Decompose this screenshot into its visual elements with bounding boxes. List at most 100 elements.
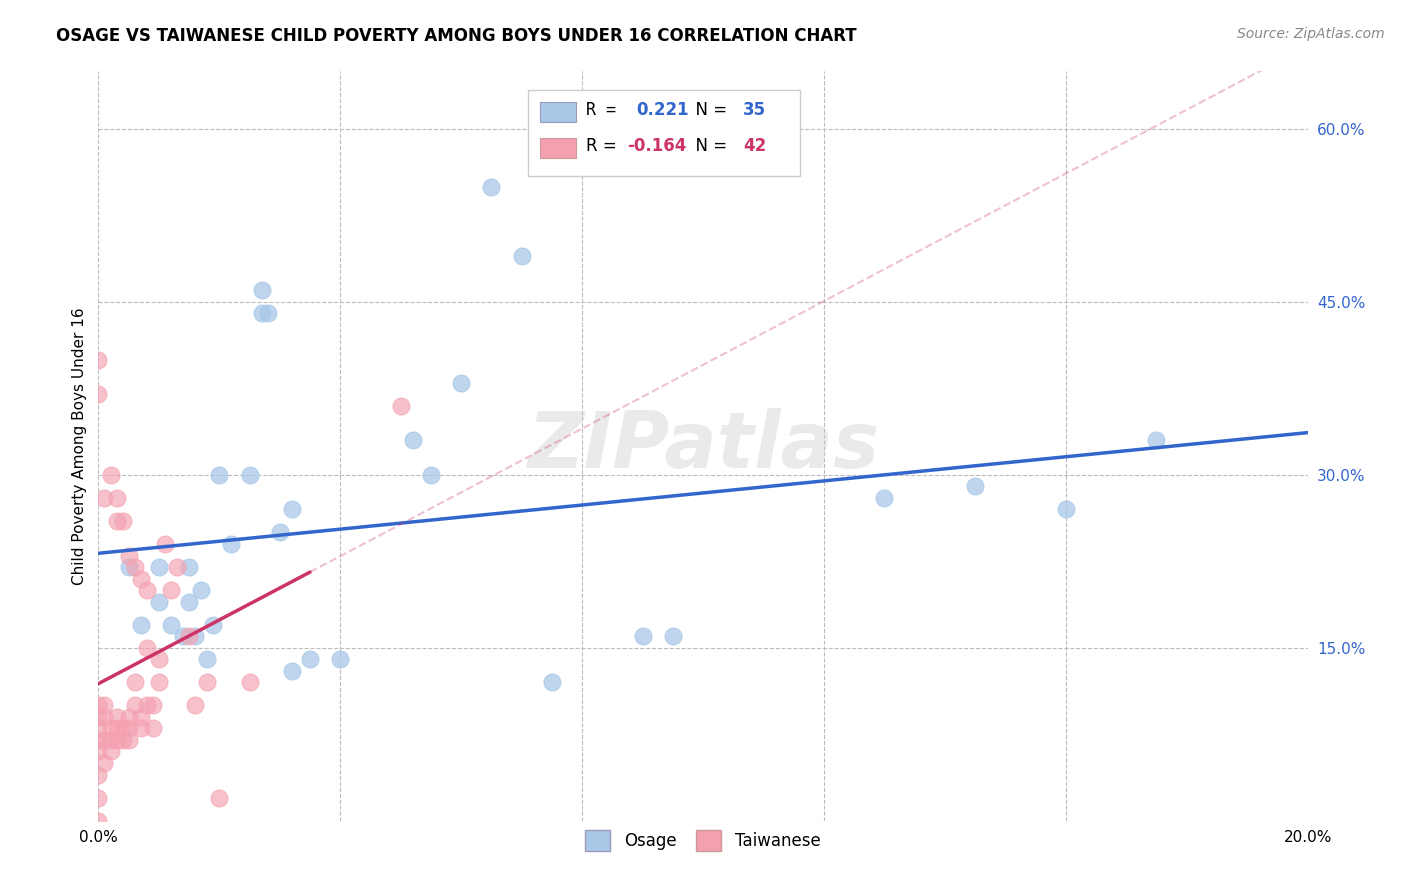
Point <box>166 560 188 574</box>
Point <box>160 583 183 598</box>
Point <box>111 733 134 747</box>
Point <box>631 629 654 643</box>
Point <box>965 479 987 493</box>
Point <box>148 675 170 690</box>
Y-axis label: Child Poverty Among Boys Under 16: Child Poverty Among Boys Under 16 <box>72 307 87 585</box>
Point <box>256 306 278 320</box>
Point <box>124 698 146 713</box>
Point <box>184 698 207 713</box>
Point <box>118 560 141 574</box>
Point <box>129 710 152 724</box>
Point <box>124 560 146 574</box>
Point <box>87 722 110 736</box>
Point <box>93 710 115 724</box>
Point <box>135 583 157 598</box>
Text: -0.164: -0.164 <box>627 136 686 154</box>
Point <box>93 491 115 505</box>
Point <box>873 491 896 505</box>
Point <box>105 710 128 724</box>
FancyBboxPatch shape <box>527 90 800 177</box>
Point <box>148 594 170 608</box>
Point <box>160 617 183 632</box>
Point <box>281 502 304 516</box>
Point <box>87 387 110 401</box>
Point <box>195 652 218 666</box>
Point <box>195 675 218 690</box>
Point <box>208 790 231 805</box>
Point <box>269 525 291 540</box>
Point <box>190 583 212 598</box>
Point <box>172 629 194 643</box>
Legend: Osage, Taiwanese: Osage, Taiwanese <box>579 823 827 857</box>
Point <box>87 790 110 805</box>
Point <box>124 675 146 690</box>
Point <box>105 733 128 747</box>
Point <box>661 629 683 643</box>
Text: 0.221: 0.221 <box>637 101 689 119</box>
Point <box>389 399 412 413</box>
Point <box>87 744 110 758</box>
Text: R =: R = <box>586 101 636 119</box>
Text: ZIPatlas: ZIPatlas <box>527 408 879 484</box>
Text: Source: ZipAtlas.com: Source: ZipAtlas.com <box>1237 27 1385 41</box>
Point <box>202 617 225 632</box>
Point <box>281 664 304 678</box>
Point <box>100 733 122 747</box>
Point <box>111 722 134 736</box>
Point <box>148 652 170 666</box>
Point <box>118 733 141 747</box>
Text: OSAGE VS TAIWANESE CHILD POVERTY AMONG BOYS UNDER 16 CORRELATION CHART: OSAGE VS TAIWANESE CHILD POVERTY AMONG B… <box>56 27 856 45</box>
Point <box>87 352 110 367</box>
Text: N =: N = <box>685 136 733 154</box>
Text: 42: 42 <box>742 136 766 154</box>
Point <box>481 179 503 194</box>
Point <box>250 306 273 320</box>
Point <box>87 767 110 781</box>
Point <box>221 537 243 551</box>
Point <box>402 434 425 448</box>
Point <box>93 733 115 747</box>
Text: 35: 35 <box>742 101 766 119</box>
Point <box>179 560 201 574</box>
Point <box>148 560 170 574</box>
Point <box>420 467 443 482</box>
Point <box>111 514 134 528</box>
FancyBboxPatch shape <box>540 138 576 158</box>
Point <box>100 722 122 736</box>
Point <box>129 572 152 586</box>
Point <box>100 744 122 758</box>
Point <box>100 467 122 482</box>
Point <box>179 594 201 608</box>
Point <box>135 640 157 655</box>
Text: R =: R = <box>586 136 621 154</box>
FancyBboxPatch shape <box>540 102 576 121</box>
Point <box>87 698 110 713</box>
Point <box>208 467 231 482</box>
Point <box>299 652 322 666</box>
Point <box>153 537 176 551</box>
Point <box>129 617 152 632</box>
Point <box>179 629 201 643</box>
Point <box>142 698 165 713</box>
Point <box>239 467 262 482</box>
Point <box>1144 434 1167 448</box>
Point <box>540 675 562 690</box>
Point <box>142 722 165 736</box>
Point <box>105 722 128 736</box>
Point <box>1054 502 1077 516</box>
Point <box>93 698 115 713</box>
Point <box>250 284 273 298</box>
Point <box>118 710 141 724</box>
Point <box>87 733 110 747</box>
Point <box>105 514 128 528</box>
Point <box>450 376 472 390</box>
Point <box>105 491 128 505</box>
Point <box>93 756 115 770</box>
Point <box>118 722 141 736</box>
Point <box>87 814 110 828</box>
Point <box>510 249 533 263</box>
Point <box>118 549 141 563</box>
Text: N =: N = <box>685 101 733 119</box>
Point <box>329 652 352 666</box>
Point <box>135 698 157 713</box>
